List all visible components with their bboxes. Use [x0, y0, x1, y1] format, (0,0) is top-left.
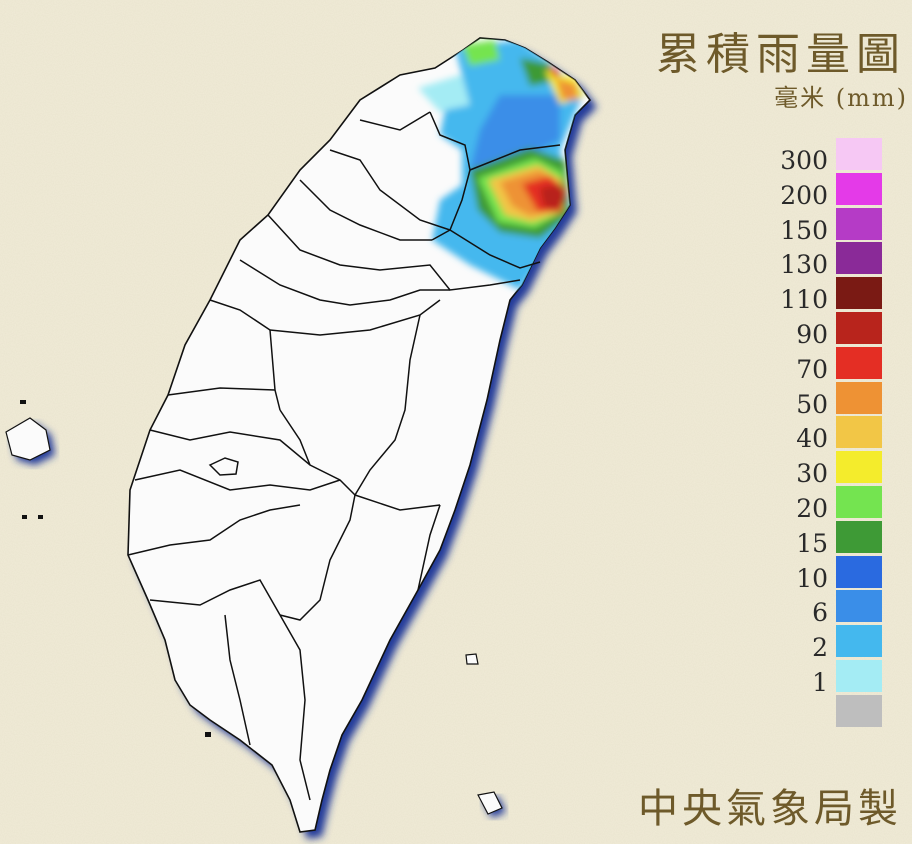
legend-swatch: [836, 625, 882, 658]
rainfall-legend: 300 200 150 130 110 90 70 50 40 30 20 15 10 6 2 1: [770, 136, 890, 728]
boundary: [354, 314, 421, 496]
boundary: [134, 469, 341, 491]
legend-item: 6: [770, 588, 890, 628]
legend-swatch: [836, 416, 882, 449]
legend-swatch: [836, 485, 882, 518]
boundary: [149, 579, 281, 616]
boundary: [167, 387, 276, 396]
legend-item: 1: [770, 658, 890, 697]
rainfall-field: [418, 40, 585, 290]
legend-label: 110: [780, 285, 828, 315]
legend-label: 20: [796, 493, 828, 523]
island: [465, 653, 479, 665]
legend-swatch: [836, 590, 882, 623]
offshore-islands: [205, 653, 506, 818]
boundary: [354, 494, 441, 511]
boundary: [469, 144, 561, 171]
boundary: [279, 409, 311, 466]
legend-item: 70: [770, 345, 890, 384]
lake: [208, 457, 239, 476]
legend-label: 150: [780, 215, 828, 245]
legend-label: 90: [796, 319, 828, 349]
legend-swatch: [836, 694, 882, 727]
legend-label: 300: [780, 146, 828, 175]
map-title: 累積雨量圖: [656, 29, 906, 80]
boundary: [299, 179, 432, 241]
legend-label: 2: [812, 633, 828, 663]
legend-label: 200: [780, 180, 828, 210]
legend-swatch: [836, 207, 882, 240]
legend-swatch: [836, 172, 882, 205]
legend-swatch: [836, 555, 882, 588]
legend-swatch: [836, 451, 882, 484]
legend-swatch: [836, 659, 882, 692]
credit-label: 中央氣象局製: [638, 786, 902, 832]
legend-label: 30: [796, 459, 828, 489]
legend-item: 10: [770, 554, 890, 593]
legend-item: 20: [770, 484, 890, 523]
islet: [205, 732, 211, 737]
legend-item: 150: [770, 206, 890, 245]
county-boundaries: [127, 111, 561, 801]
boundary: [279, 494, 356, 621]
legend-swatch: [836, 381, 882, 414]
rain-area-nw-green: [462, 40, 500, 66]
legend-item: 300: [770, 136, 890, 175]
island: [5, 417, 51, 461]
legend-item: 2: [770, 623, 890, 663]
boundary: [224, 614, 251, 746]
legend-swatch: [836, 138, 882, 170]
legend-item: 30: [770, 449, 890, 489]
islet: [20, 400, 26, 404]
penghu-islands: [5, 400, 55, 519]
legend-label: 50: [796, 389, 828, 419]
boundary: [329, 149, 451, 231]
boundary: [279, 614, 311, 801]
legend-item: 40: [770, 414, 890, 454]
legend-swatch: [836, 346, 882, 379]
unit-label: 毫米 (mm): [774, 84, 908, 112]
boundary: [267, 214, 521, 291]
boundary: [239, 259, 450, 306]
legend-label: 6: [812, 598, 828, 628]
legend-item: 200: [770, 171, 890, 210]
rain-area-darkred: [540, 184, 566, 210]
boundary: [269, 299, 441, 336]
boundary: [449, 229, 541, 269]
islet: [38, 515, 43, 519]
legend-item: 15: [770, 519, 890, 558]
boundary: [359, 111, 431, 131]
legend-item: [770, 693, 890, 728]
legend-item: 90: [770, 310, 890, 349]
legend-label: 10: [796, 563, 828, 593]
rain-area-ne-orange: [556, 78, 578, 100]
boundary: [417, 504, 441, 591]
boundary: [127, 504, 301, 556]
legend-swatch: [836, 311, 882, 344]
boundary: [209, 299, 271, 331]
legend-label: 70: [796, 354, 828, 384]
legend-swatch: [836, 242, 882, 275]
legend-label: 40: [796, 424, 828, 454]
legend-label: 15: [796, 528, 828, 558]
islet: [22, 515, 27, 519]
legend-item: 110: [770, 275, 890, 315]
legend-label: 1: [812, 667, 828, 697]
legend-item: 130: [770, 240, 890, 280]
legend-swatch: [836, 277, 882, 310]
legend-swatch: [836, 520, 882, 553]
island: [477, 791, 503, 815]
legend-label: 130: [780, 250, 828, 280]
legend-item: 50: [770, 380, 890, 419]
rain-area-ne-red: [548, 66, 560, 80]
rain-area-light: [418, 72, 470, 112]
